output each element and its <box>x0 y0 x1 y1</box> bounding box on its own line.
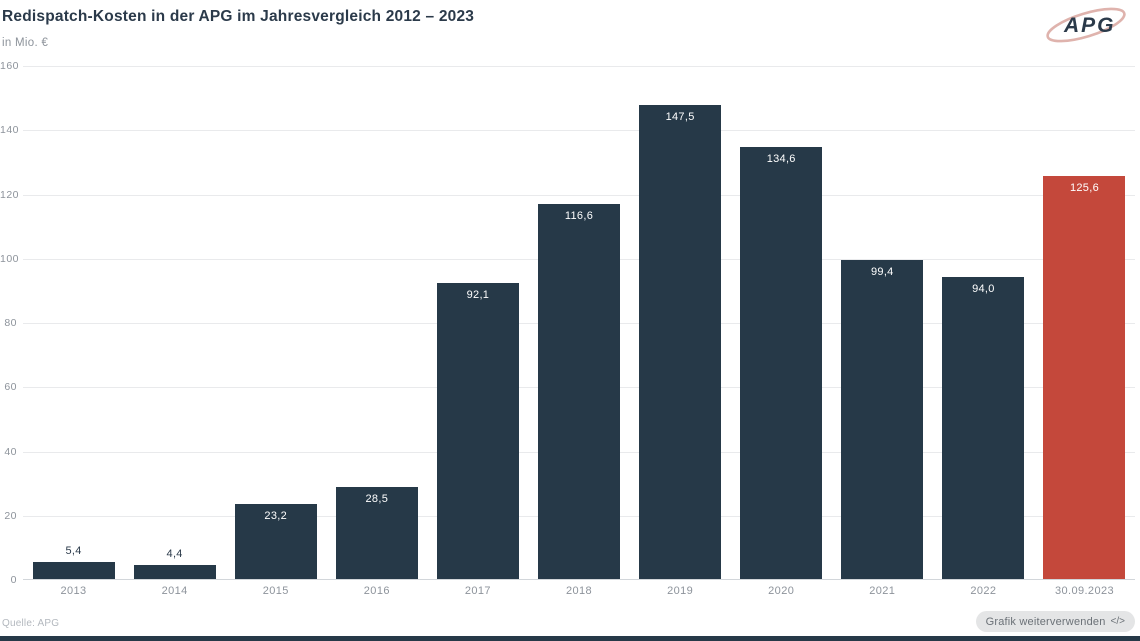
code-icon: </> <box>1110 616 1125 627</box>
gridline-160 <box>23 66 1135 67</box>
source-label: Quelle: APG <box>2 618 60 629</box>
bar-value-label: 134,6 <box>766 152 796 165</box>
y-tick-label-80: 80 <box>4 317 17 329</box>
bar-slot: 5,4 2013 <box>23 66 124 597</box>
x-tick-label-2019: 2019 <box>667 585 694 597</box>
plot-area: 5,4 2013 4,4 2014 23,2 2015 28,5 2016 92,1 2017 11… <box>23 66 1135 597</box>
bar-value-label: 5,4 <box>65 544 82 557</box>
bar-2013: 5,4 <box>32 545 115 579</box>
bar-slot: 116,6 2018 <box>528 66 629 597</box>
x-tick-label-2016: 2016 <box>363 585 390 597</box>
bar-value-label: 92,1 <box>466 289 490 302</box>
y-tick-label-60: 60 <box>4 381 17 394</box>
gridline-120 <box>23 194 1135 196</box>
reuse-graphic-button[interactable]: Grafik weiterverwenden </> <box>975 611 1135 632</box>
bar-2019: 147,5 <box>639 105 722 579</box>
apg-logo-text: APG <box>1063 14 1116 37</box>
y-tick-label-100: 100 <box>0 252 20 265</box>
bar-slot: 92,1 2017 <box>427 66 528 597</box>
bar-slot: 147,5 2019 <box>630 66 731 597</box>
bar-30.09.2023: 125,6 <box>1043 175 1126 579</box>
bar-slot: 23,2 2015 <box>225 66 326 597</box>
bar-slot: 28,5 2016 <box>326 66 427 597</box>
reuse-graphic-button-label: Grafik weiterverwenden <box>985 615 1106 628</box>
x-tick-label-2015: 2015 <box>262 585 289 597</box>
gridline-140 <box>23 130 1135 132</box>
bottom-strip <box>0 636 1140 641</box>
bar-2016: 28,5 <box>335 487 418 579</box>
bar-2020: 134,6 <box>740 146 823 579</box>
bars: 5,4 2013 4,4 2014 23,2 2015 28,5 2016 92,1 2017 11… <box>23 66 1135 597</box>
chart-title: Redispatch-Kosten in der APG im Jahresve… <box>2 8 475 25</box>
logo-swoosh <box>1046 7 1126 43</box>
x-tick-label-2018: 2018 <box>565 585 593 597</box>
bar-2022: 94,0 <box>942 277 1025 579</box>
y-tick-label-120: 120 <box>0 188 20 201</box>
bar-2014: 4,4 <box>133 548 216 579</box>
y-tick-label-140: 140 <box>0 124 20 137</box>
bar-value-label: 94,0 <box>972 283 995 296</box>
x-tick-label-2022: 2022 <box>970 585 997 597</box>
bar-2021: 99,4 <box>841 259 924 579</box>
x-tick-label-2014: 2014 <box>161 585 188 597</box>
x-tick-label-2017: 2017 <box>464 585 491 597</box>
x-tick-label-2013: 2013 <box>60 585 87 597</box>
bar-value-label: 23,2 <box>264 510 288 523</box>
y-tick-label-20: 20 <box>4 509 17 522</box>
x-tick-label-2020: 2020 <box>768 585 795 597</box>
bar-2017: 92,1 <box>436 283 519 579</box>
bar-slot: 94,0 2022 <box>933 66 1034 597</box>
x-tick-label-2021: 2021 <box>869 585 896 597</box>
bar-value-label: 4,4 <box>166 547 183 560</box>
bar-value-label: 28,5 <box>365 493 389 506</box>
apg-logo-graphic: APG <box>1046 7 1126 43</box>
bar-2018: 116,6 <box>538 204 621 579</box>
bar-slot: 125,6 30.09.2023 <box>1034 66 1135 597</box>
y-tick-label-160: 160 <box>0 60 20 72</box>
bar-2015: 23,2 <box>234 504 317 579</box>
bar-value-label: 116,6 <box>564 210 594 223</box>
bar-value-label: 125,6 <box>1069 181 1099 194</box>
apg-logo: APG <box>1040 2 1132 48</box>
bar-slot: 134,6 2020 <box>731 66 832 597</box>
bar-value-label: 99,4 <box>870 265 894 278</box>
x-tick-label-30.09.2023: 30.09.2023 <box>1054 585 1115 597</box>
bar-slot: 4,4 2014 <box>124 66 225 597</box>
y-tick-label-0: 0 <box>10 574 17 586</box>
y-tick-label-40: 40 <box>4 445 17 458</box>
chart-unit-label: in Mio. € <box>2 37 49 49</box>
bar-slot: 99,4 2021 <box>832 66 933 597</box>
bar-value-label: 147,5 <box>665 111 695 124</box>
